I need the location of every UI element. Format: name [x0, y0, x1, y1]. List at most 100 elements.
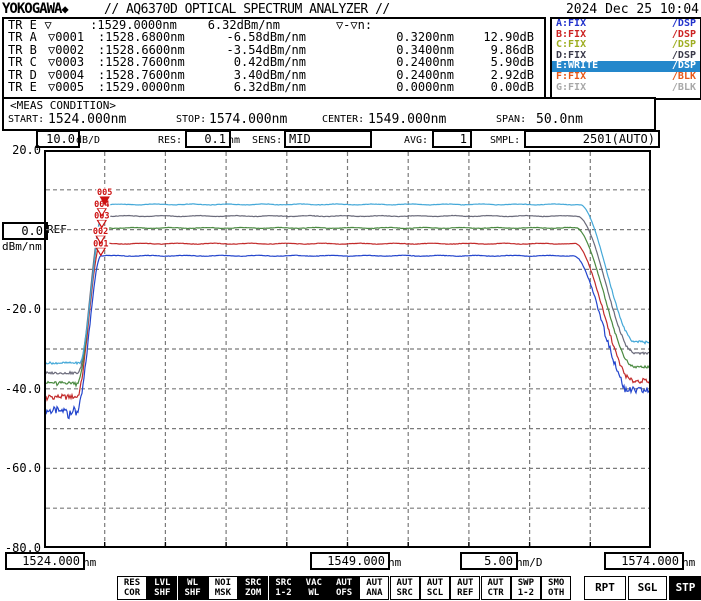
softkey-res-cor[interactable]: RES COR	[117, 576, 147, 600]
softkey-rpt[interactable]: RPT	[584, 576, 626, 600]
marker-triangle-003	[96, 219, 108, 229]
trace-display-mode: /BLK	[671, 81, 696, 93]
marker-number: ▽0001	[48, 30, 85, 45]
delta-level: 5.90dB	[490, 55, 534, 70]
softkey-aut-ref[interactable]: AUT REF	[450, 576, 481, 600]
softkey-lvl-shf[interactable]: LVL SHF	[147, 576, 178, 600]
res-field[interactable]: 0.1	[185, 130, 231, 148]
span-value: 50.0nm	[536, 112, 583, 127]
marker-wavelength: :1528.7600nm	[98, 67, 185, 82]
trace-name: TR E	[8, 80, 37, 95]
trace-readout-row: TR D ▽0004:1528.7600nm 3.40dBm/nm 0.2400nm 2…	[4, 67, 544, 82]
softkey-swp-1-2[interactable]: SWP 1-2	[510, 576, 541, 600]
softkey-aut-src[interactable]: AUT SRC	[389, 576, 420, 600]
softkey-vac-wl[interactable]: VAC WL	[298, 576, 329, 600]
trace-status-g[interactable]: G:FIX/BLK	[552, 81, 700, 94]
trace-display-mode: /DSP	[671, 60, 696, 72]
marker-level: 3.40dBm/nm	[233, 67, 306, 82]
softkey-smo-oth[interactable]: SMO OTH	[541, 576, 572, 600]
level-scale-field[interactable]: 10.0	[36, 130, 80, 148]
x-start-field[interactable]: 1524.000	[5, 552, 85, 570]
y-tick-label: -80.0	[4, 541, 41, 555]
span-label: SPAN:	[496, 114, 527, 125]
start-value: 1524.000nm	[48, 112, 127, 127]
page-title: // AQ6370D OPTICAL SPECTRUM ANALYZER //	[104, 2, 390, 17]
trace-readout-row: TR B ▽0002:1528.6600nm -3.54dBm/nm 0.3400nm…	[4, 42, 544, 57]
softkey-wl-shf[interactable]: WL SHF	[177, 576, 208, 600]
softkey-label: SGL	[637, 581, 658, 594]
softkey-label: SRC	[245, 578, 262, 588]
smpl-field[interactable]: 2501(AUTO)	[524, 130, 660, 148]
marker-level: 6.32dBm/nm	[207, 18, 280, 32]
avg-field[interactable]: 1	[432, 130, 472, 148]
delta-level: 9.86dB	[490, 42, 534, 57]
delta-level: 0.00dB	[490, 80, 534, 95]
trace-name: TR A	[8, 30, 37, 45]
softkey-aut-ctr[interactable]: AUT CTR	[480, 576, 511, 600]
trace-readout-row: TR A ▽0001:1528.6800nm -6.58dBm/nm 0.3200nm…	[4, 30, 544, 45]
brand-diamond-icon: ◆	[61, 2, 68, 16]
trace-status-e[interactable]: E:WRITE/DSP	[552, 61, 700, 72]
trace-tr-b	[44, 242, 651, 402]
softkey-noi-msk[interactable]: NOI MSK	[207, 576, 238, 600]
stop-value: 1574.000nm	[209, 112, 288, 127]
softkey-label: ANA	[366, 588, 383, 598]
softkey-label: NOI	[214, 578, 232, 588]
trace-status-label: F:FIX	[556, 70, 587, 82]
trace-status-c[interactable]: C:FIX/DSP	[552, 40, 700, 51]
x-center-unit: nm	[388, 556, 402, 569]
y-tick-label: -60.0	[4, 461, 41, 476]
marker-label-bg	[92, 226, 110, 236]
marker-label-bg	[96, 187, 114, 197]
delta-wavelength: 0.2400nm	[396, 55, 454, 70]
trace-status-label: G:FIX	[556, 81, 587, 93]
delta-level: 12.90dB	[483, 30, 534, 45]
trace-tr-e	[44, 203, 651, 366]
delta-level: 2.92dB	[490, 67, 534, 82]
trace-status-b[interactable]: B:FIX/DSP	[552, 28, 700, 41]
softkey-label: OFS	[335, 588, 353, 598]
softkey-src-1-2[interactable]: SRC 1-2	[268, 576, 299, 600]
trace-readout-row: TR E ▽:1529.0000nm 6.32dBm/nm ▽-▽n:	[4, 18, 544, 32]
center-label: CENTER:	[322, 114, 365, 125]
softkey-sgl[interactable]: SGL	[628, 576, 667, 600]
ref-level-field[interactable]: 0.0	[2, 222, 48, 240]
delta-wavelength: 0.2400nm	[396, 67, 454, 82]
softkey-label: AUT	[335, 578, 353, 588]
softkey-aut-scl[interactable]: AUT SCL	[420, 576, 450, 600]
marker-wavelength: :1529.0000nm	[98, 80, 185, 95]
trace-status-a[interactable]: A:FIX/DSP	[552, 18, 700, 30]
softkey-aut-ofs[interactable]: AUT OFS	[329, 576, 360, 600]
marker-number: ▽0003	[48, 55, 85, 70]
softkey-label: COR	[123, 588, 141, 598]
trace-display-mode: /DSP	[671, 28, 696, 40]
sens-label: SENS:	[252, 135, 283, 146]
softkey-label: AUT	[396, 578, 413, 588]
delta-wavelength: 0.3400nm	[396, 42, 454, 57]
marker-triangle-002	[95, 235, 107, 245]
softkey-src-zom[interactable]: SRC ZOM	[238, 576, 269, 600]
center-value: 1549.000nm	[368, 112, 447, 127]
trace-status-d[interactable]: D:FIX/DSP	[552, 50, 700, 62]
marker-level: -3.54dBm/nm	[226, 42, 306, 57]
trace-tr-d	[44, 214, 651, 376]
softkey-label: AUT	[487, 578, 504, 588]
trace-status-f[interactable]: F:FIX/BLK	[552, 70, 700, 83]
avg-label: AVG:	[404, 135, 429, 146]
spectrum-plot: 001002003004005	[44, 150, 651, 548]
sens-field[interactable]: MID	[284, 130, 372, 148]
plot-border	[44, 150, 651, 548]
x-stop-field[interactable]: 1574.000	[604, 552, 684, 570]
softkey-aut-ana[interactable]: AUT ANA	[359, 576, 390, 600]
x-start-unit: nm	[83, 556, 97, 569]
softkey-label: REF	[457, 588, 474, 598]
trace-status-label: E:WRITE	[556, 60, 599, 72]
marker-label-001: 001	[93, 239, 108, 249]
trace-display-mode: /BLK	[671, 70, 696, 82]
softkey-stp[interactable]: STP	[669, 576, 701, 600]
marker-level: -6.58dBm/nm	[226, 30, 306, 45]
x-center-field[interactable]: 1549.000	[310, 552, 390, 570]
x-scale-field[interactable]: 5.00	[460, 552, 518, 570]
marker-number: ▽	[44, 18, 52, 32]
delta-wavelength: 0.3200nm	[396, 30, 454, 45]
